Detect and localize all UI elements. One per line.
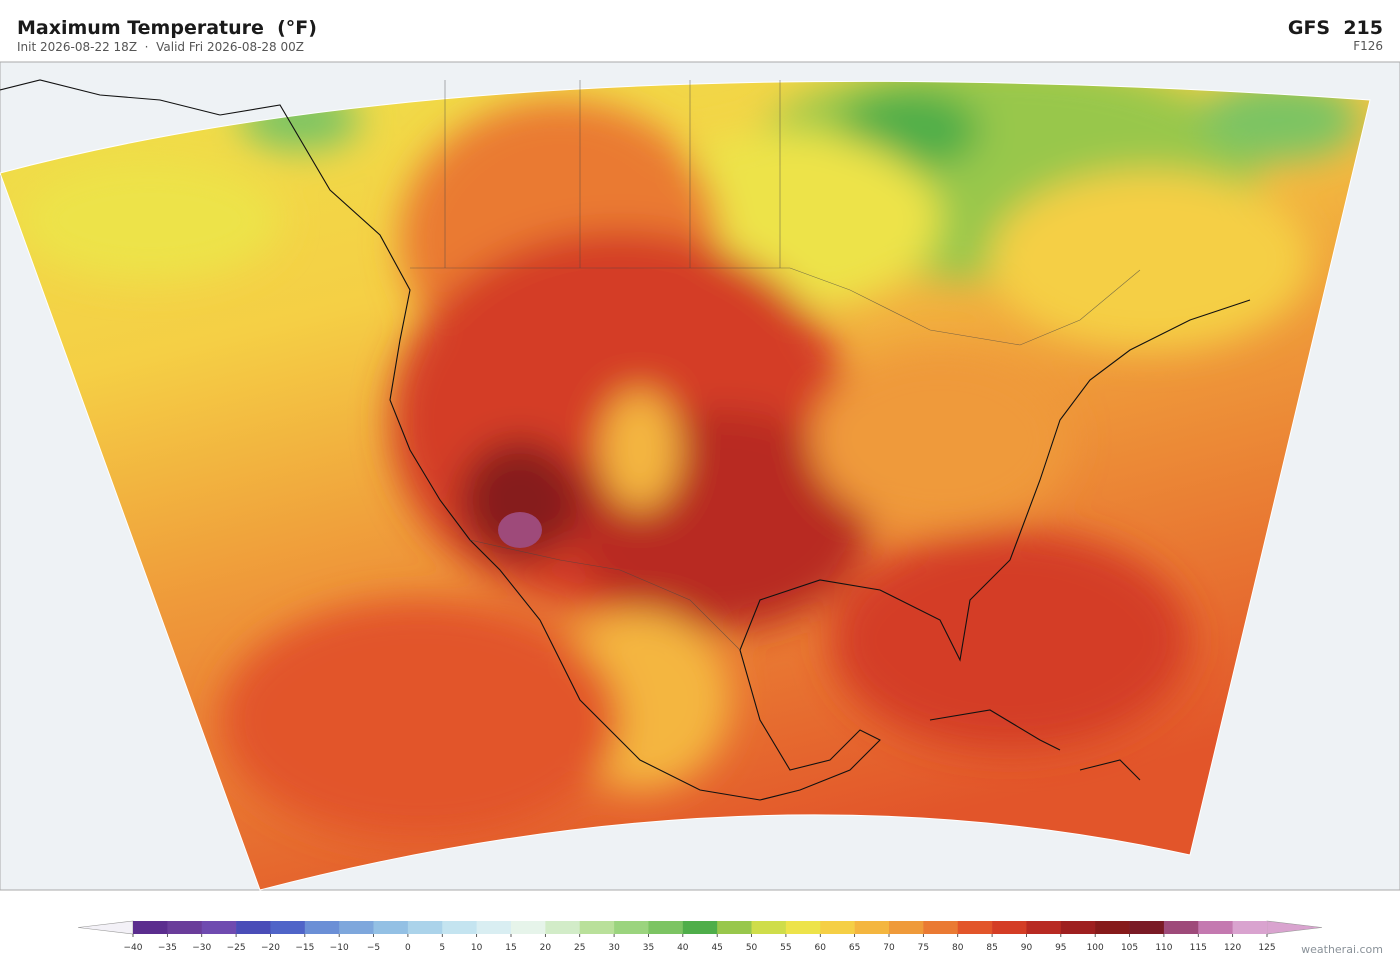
colorbar-segment <box>923 921 959 934</box>
colorbar-tick-label: −5 <box>367 943 380 953</box>
colorbar-tick-label: 115 <box>1190 943 1207 953</box>
colorbar-segment <box>1232 921 1268 934</box>
colorbar-tick-label: 60 <box>815 943 827 953</box>
colorbar-segment <box>236 921 271 934</box>
forecast-hour: F126 <box>1353 39 1383 53</box>
colorbar-tick-label: 80 <box>952 943 964 953</box>
title: Maximum Temperature (°F) <box>17 17 317 39</box>
colorbar-tick-label: 0 <box>405 943 411 953</box>
colorbar-segment <box>717 921 752 934</box>
model: GFS 215 <box>1288 17 1383 39</box>
colorbar-segment <box>339 921 374 934</box>
colorbar-segment <box>785 921 821 934</box>
colorbar-tick-label: 45 <box>711 943 722 953</box>
colorbar-tick-label: 105 <box>1121 943 1138 953</box>
colorbar-tick-label: 110 <box>1155 943 1172 953</box>
colorbar-tick-label: 90 <box>1021 943 1033 953</box>
temperature-field <box>0 81 1370 890</box>
colorbar-segment <box>992 921 1027 934</box>
colorbar-segment <box>270 921 306 934</box>
colorbar-segment <box>1129 921 1165 934</box>
colorbar-segment <box>407 921 443 934</box>
colorbar-segment <box>511 921 546 934</box>
subtitle: Init 2026-08-22 18Z · Valid Fri 2026-08-… <box>17 40 304 54</box>
colorbar-tick-label: 25 <box>574 943 585 953</box>
colorbar-segment <box>304 921 340 934</box>
colorbar-tick-label: 50 <box>746 943 758 953</box>
colorbar-tick-label: −15 <box>295 943 314 953</box>
colorbar-segment <box>957 921 993 934</box>
colorbar-segment <box>476 921 512 934</box>
colorbar-segment <box>201 921 237 934</box>
colorbar-segment <box>854 921 890 934</box>
colorbar-tick-label: 95 <box>1055 943 1066 953</box>
colorbar-segment <box>682 921 718 934</box>
colorbar-tick-label: 55 <box>780 943 791 953</box>
colorbar-tick-label: 100 <box>1087 943 1104 953</box>
colorbar-segment <box>614 921 649 934</box>
colorbar-tick-label: −20 <box>261 943 280 953</box>
colorbar-tick-label: 20 <box>540 943 552 953</box>
colorbar-tick-label: 40 <box>677 943 689 953</box>
colorbar-tick-label: 75 <box>918 943 929 953</box>
colorbar-tick-label: 125 <box>1258 943 1275 953</box>
colorbar-over <box>1266 920 1323 935</box>
colorbar-tick-label: 120 <box>1224 943 1241 953</box>
colorbar-segment <box>1060 921 1096 934</box>
colorbar-tick-label: −10 <box>330 943 349 953</box>
colorbar-segment <box>1095 921 1130 934</box>
watermark: weatherai.com <box>1301 943 1383 956</box>
colorbar-segment <box>133 921 168 934</box>
colorbar-segment <box>751 921 787 934</box>
colorbar-segment <box>820 921 855 934</box>
colorbar-tick-label: 5 <box>439 943 445 953</box>
colorbar-tick-label: −30 <box>192 943 211 953</box>
colorbar-tick-label: 15 <box>505 943 516 953</box>
colorbar-segment <box>648 921 684 934</box>
colorbar-segment <box>373 921 409 934</box>
coastlines <box>0 79 1251 801</box>
colorbar-segment <box>1198 921 1233 934</box>
map <box>0 61 1400 891</box>
colorbar-tick-label: −25 <box>227 943 246 953</box>
colorbar-tick-label: 35 <box>643 943 654 953</box>
colorbar-tick-label: 10 <box>471 943 483 953</box>
colorbar-tick-label: 85 <box>986 943 997 953</box>
colorbar-segment <box>1026 921 1062 934</box>
colorbar-tick-label: −40 <box>124 943 143 953</box>
colorbar-tick-label: 65 <box>849 943 860 953</box>
colorbar-segment <box>442 921 477 934</box>
borders <box>410 80 1141 651</box>
colorbar-segment <box>579 921 615 934</box>
colorbar-tick-label: 30 <box>608 943 620 953</box>
colorbar: −40 −35 −30 −25 −20 −15 −10 −5 0 5 10 15 20 25 30 35 40 4… <box>77 920 1323 953</box>
colorbar-tick-label: 70 <box>883 943 895 953</box>
colorbar-segment <box>545 921 581 934</box>
colorbar-under <box>77 920 134 935</box>
colorbar-segment <box>889 921 924 934</box>
colorbar-segment <box>167 921 203 934</box>
colorbar-tick-label: −35 <box>158 943 177 953</box>
colorbar-segment <box>1163 921 1199 934</box>
